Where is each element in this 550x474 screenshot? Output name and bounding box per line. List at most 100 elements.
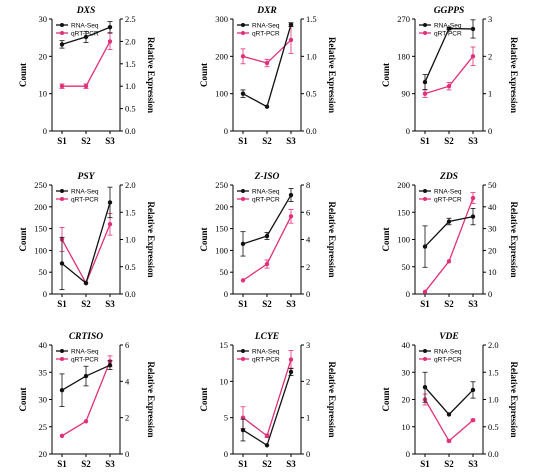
data-point-rna-seq [59, 42, 65, 47]
data-point-qrt-pcr [470, 418, 476, 423]
chart-panel-psy: PSY 0 50 100 150 200 250 0.0 0.5 1.0 1.5 2.0 S1 S2 S3 C… [18, 172, 156, 309]
left-tick-label: 100 [397, 235, 410, 245]
data-point-rna-seq [288, 369, 294, 375]
left-tick-label: 180 [397, 51, 410, 61]
legend-label-rna-seq: RNA-Seq [71, 188, 99, 195]
y-axis-label-left: Count [381, 63, 391, 87]
legend-marker-rna-seq [241, 189, 245, 193]
x-tick-label: S1 [238, 136, 248, 146]
data-point-rna-seq [107, 362, 113, 368]
series-line-qrt-pcr [424, 399, 474, 442]
left-tick-label: 20 [39, 449, 48, 459]
data-point-qrt-pcr [288, 214, 294, 219]
legend-marker-qrt-pcr [60, 197, 64, 201]
series-line-qrt-pcr [61, 223, 111, 285]
right-tick-label: 1.0 [125, 235, 136, 245]
chart-panel-vde: VDE 0 10 20 30 40 0.0 0.5 1.0 1.5 2.0 S1 S2 S3 Count Re… [381, 332, 519, 469]
data-point-rna-seq [422, 385, 428, 390]
left-tick-label: 90 [402, 89, 411, 99]
left-tick-label: 150 [34, 224, 47, 234]
legend-label-rna-seq: RNA-Seq [71, 22, 99, 29]
legend-marker-qrt-pcr [423, 357, 427, 361]
data-point-rna-seq [240, 91, 246, 96]
right-tick-label: 3 [488, 14, 492, 24]
x-tick-label: S2 [81, 459, 91, 469]
data-point-qrt-pcr [288, 37, 294, 43]
legend-marker-qrt-pcr [241, 31, 245, 35]
chart-title: CRTISO [69, 332, 103, 342]
right-tick-label: 0.5 [488, 422, 499, 432]
x-tick-label: S2 [262, 459, 272, 469]
right-tick-label: 4 [306, 235, 311, 245]
right-tick-label: 1.5 [125, 59, 136, 69]
x-tick-label: S2 [444, 299, 454, 309]
series-line-qrt-pcr [62, 41, 111, 87]
data-point-rna-seq [264, 443, 270, 448]
data-point-rna-seq [264, 233, 270, 239]
y-axis-label-right: Relative Expression [146, 37, 156, 113]
data-point-rna-seq [446, 219, 452, 224]
x-tick-label: S2 [81, 299, 91, 309]
chart-panel-zds: ZDS 0 50 100 150 200 0 10 20 30 40 50 S1 S2 S3 Count Rel… [381, 172, 519, 309]
legend-marker-rna-seq [60, 23, 64, 27]
right-tick-label: 2.0 [488, 340, 499, 350]
right-tick-label: 30 [488, 224, 497, 234]
x-tick-label: S3 [105, 299, 115, 309]
left-tick-label: 10 [39, 89, 48, 99]
data-point-rna-seq [470, 214, 476, 219]
left-tick-label: 20 [402, 395, 411, 405]
left-tick-label: 10 [402, 422, 411, 432]
left-tick-label: 5 [224, 413, 228, 423]
legend-marker-rna-seq [423, 189, 427, 193]
legend-label-qrt-pcr: qRT-PCR [252, 30, 280, 37]
left-tick-label: 40 [402, 340, 411, 350]
left-tick-label: 20 [39, 51, 48, 61]
y-axis-label-right: Relative Expression [146, 201, 156, 277]
x-tick-label: S3 [105, 136, 115, 146]
data-point-rna-seq [240, 241, 246, 247]
series-line-rna-seq [424, 386, 474, 416]
right-tick-label: 0.0 [125, 126, 136, 136]
legend-label-rna-seq: RNA-Seq [434, 348, 462, 355]
y-axis-label-left: Count [199, 387, 209, 411]
right-tick-label: 3 [306, 340, 310, 350]
right-tick-label: 0.0 [488, 449, 499, 459]
x-tick-label: S3 [286, 459, 296, 469]
x-tick-label: S3 [468, 459, 478, 469]
x-tick-label: S1 [420, 299, 430, 309]
x-tick-label: S2 [444, 459, 454, 469]
legend-label-qrt-pcr: qRT-PCR [434, 196, 462, 203]
data-point-qrt-pcr [422, 91, 428, 96]
data-point-qrt-pcr [240, 54, 246, 59]
chart-title: ZDS [439, 172, 458, 182]
legend-marker-qrt-pcr [60, 31, 64, 35]
legend-label-rna-seq: RNA-Seq [71, 348, 99, 355]
x-tick-label: S3 [468, 136, 478, 146]
left-tick-label: 200 [215, 51, 228, 61]
x-tick-label: S3 [286, 136, 296, 146]
legend-marker-qrt-pcr [241, 357, 245, 361]
data-point-rna-seq [83, 34, 89, 40]
data-point-qrt-pcr [422, 289, 428, 295]
x-tick-label: S3 [286, 299, 296, 309]
left-tick-label: 200 [34, 202, 47, 212]
legend-label-rna-seq: RNA-Seq [252, 22, 280, 29]
series-line-qrt-pcr [424, 197, 474, 293]
right-tick-label: 10 [488, 267, 497, 277]
data-point-qrt-pcr [107, 39, 113, 44]
right-tick-label: 6 [125, 340, 129, 350]
data-point-qrt-pcr [470, 54, 476, 59]
y-axis-label-right: Relative Expression [509, 201, 519, 277]
left-tick-label: 150 [397, 207, 410, 217]
x-tick-label: S1 [238, 299, 248, 309]
data-point-qrt-pcr [264, 433, 270, 439]
data-point-rna-seq [240, 427, 246, 433]
right-tick-label: 4 [125, 376, 130, 386]
chart-title: PSY [78, 172, 96, 182]
legend-marker-qrt-pcr [423, 197, 427, 201]
right-tick-label: 20 [488, 245, 497, 255]
left-tick-label: 10 [220, 376, 229, 386]
data-point-qrt-pcr [83, 84, 89, 89]
right-tick-label: 1.5 [125, 207, 136, 217]
right-tick-label: 2.0 [125, 180, 136, 190]
